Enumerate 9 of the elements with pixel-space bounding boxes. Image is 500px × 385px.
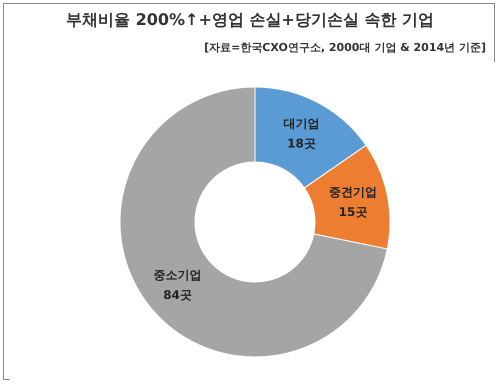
slice-label: 대기업 xyxy=(283,116,320,130)
chart-title: 부채비율 200%↑+영업 손실+당기손실 속한 기업 xyxy=(65,10,435,31)
slice-label: 중소기업 xyxy=(154,268,202,282)
data-label: 18곳 xyxy=(287,136,316,150)
chart-subtitle: [자료=한국CXO연구소, 2000대 기업 & 2014년 기준] xyxy=(204,40,486,55)
data-label: 15곳 xyxy=(338,204,368,219)
donut-slice xyxy=(120,86,388,358)
slice-label: 중견기업 xyxy=(328,184,377,199)
data-label: 84곳 xyxy=(163,288,192,302)
